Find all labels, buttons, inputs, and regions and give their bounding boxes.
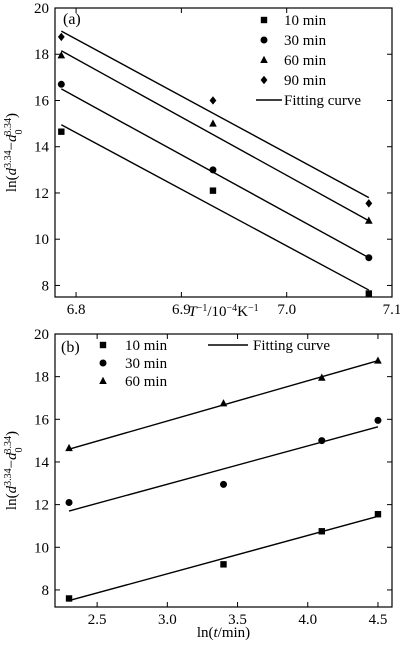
panel-label: (a): [63, 11, 81, 28]
plot-frame: [54, 333, 393, 608]
x-axis-label: T−1/10−4K−1: [188, 303, 258, 321]
fit-line: [60, 30, 370, 199]
x-tick-label: 6.8: [67, 302, 86, 318]
y-tick-label: 10: [34, 232, 49, 248]
y-axis-label: ln(d3.34−d03.34): [3, 113, 25, 192]
y-tick-label: 14: [34, 455, 50, 471]
x-tick-label: 3.5: [228, 612, 247, 628]
panel-label: (b): [61, 339, 80, 356]
data-point: [65, 498, 73, 506]
legend-label: 60 min: [125, 374, 168, 390]
legend-label: 90 min: [284, 73, 327, 89]
legend-label: 10 min: [284, 13, 327, 29]
data-point: [220, 480, 227, 488]
legend-marker: [260, 36, 268, 44]
legend-label: 10 min: [125, 338, 168, 354]
x-tick-label: 7.1: [383, 302, 400, 318]
y-tick-label: 20: [34, 327, 49, 343]
legend-label: 30 min: [284, 33, 327, 49]
data-point: [365, 290, 373, 297]
data-point: [57, 32, 65, 42]
x-tick-label: 4.0: [298, 612, 317, 628]
legend-marker: [260, 16, 268, 24]
data-point: [65, 595, 73, 602]
data-point: [209, 166, 217, 174]
data-point: [365, 254, 373, 262]
y-tick-label: 16: [34, 412, 50, 428]
panel-a: 6.8 6.9 7.0 7.1 8 10 12 14 16 18 20 (a) 10 min 30 min…: [3, 1, 400, 320]
data-point: [317, 373, 326, 381]
y-tick-label: 14: [34, 140, 50, 156]
fit-line: [68, 426, 379, 512]
data-point: [209, 187, 217, 194]
data-point: [209, 119, 217, 127]
data-point: [318, 437, 326, 445]
data-point: [65, 443, 73, 452]
fit-line: [68, 515, 379, 602]
data-point: [219, 399, 228, 407]
data-point: [58, 128, 65, 135]
x-tick-label: 3.0: [158, 612, 177, 628]
x-tick-label: 6.9: [172, 302, 191, 318]
data-point: [374, 356, 382, 364]
y-tick-label: 20: [34, 1, 49, 17]
y-tick-label: 8: [42, 583, 50, 599]
legend-fit-label: Fitting curve: [253, 338, 330, 354]
x-tick-label: 4.5: [369, 612, 388, 628]
legend-marker: [260, 55, 268, 63]
y-tick-label: 8: [42, 278, 50, 294]
y-tick-label: 12: [34, 186, 49, 202]
legend-label: 30 min: [125, 356, 168, 372]
data-point: [318, 528, 325, 535]
y-tick-label: 16: [34, 93, 50, 109]
legend-marker: [260, 75, 268, 85]
fit-line: [60, 88, 370, 259]
legend-marker: [99, 359, 107, 367]
x-tick-label: 2.5: [88, 612, 107, 628]
data-point: [220, 561, 227, 568]
data-point: [365, 199, 373, 208]
data-point: [57, 80, 65, 88]
legend-label: 60 min: [284, 53, 327, 69]
legend-marker: [99, 376, 107, 384]
fit-line: [60, 124, 370, 291]
panel-b: 2.5 3.0 3.5 4.0 4.5 8 10 12 14 16 18 20 (b) 10 min 30 …: [3, 327, 393, 641]
legend-marker: [99, 341, 107, 349]
data-point: [365, 216, 373, 224]
data-point: [57, 51, 66, 59]
y-tick-label: 12: [34, 498, 49, 514]
plot-frame: [54, 7, 393, 298]
y-tick-label: 18: [34, 370, 49, 386]
fit-line: [60, 50, 370, 222]
y-axis-label: ln(d3.34−d03.34): [3, 431, 25, 510]
y-tick-label: 18: [34, 47, 49, 63]
y-tick-label: 10: [34, 540, 49, 556]
data-point: [374, 416, 382, 424]
legend-fit-label: Fitting curve: [284, 93, 361, 109]
x-tick-label: 7.0: [277, 302, 296, 318]
x-axis-label: ln(t/min): [197, 625, 250, 641]
data-point: [209, 96, 217, 105]
data-point: [374, 511, 382, 518]
